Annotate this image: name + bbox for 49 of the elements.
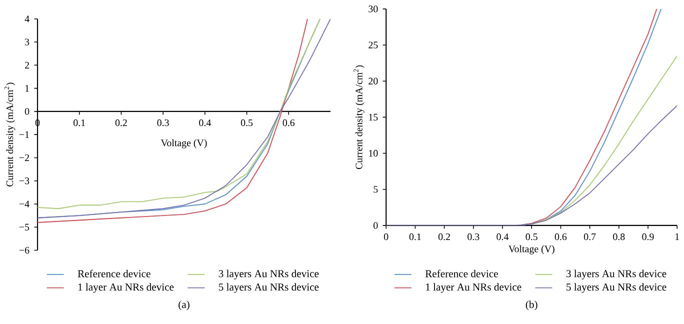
y-tick-label: −1 xyxy=(19,131,29,138)
legend-label: 3 layers Au NRs device xyxy=(218,270,319,280)
x-tick-label: 0.5 xyxy=(240,120,253,126)
y-tick-label: 10 xyxy=(369,150,378,157)
y-tick-label: 30 xyxy=(368,6,378,12)
x-tick-label: 0.2 xyxy=(115,120,127,126)
x-tick-label: 0.9 xyxy=(642,234,654,240)
y-tick-label: 1 xyxy=(25,85,29,92)
x-tick-label: 0 xyxy=(384,234,388,240)
legend-label: 1 layer Au NRs device xyxy=(78,283,174,293)
y-tick-label: 20 xyxy=(368,78,378,85)
x-tick-label: 0.2 xyxy=(438,234,450,240)
x-tick-label: 0.8 xyxy=(613,234,625,240)
y-tick-label: 5 xyxy=(374,186,378,193)
x-tick-label: 0.6 xyxy=(554,234,567,240)
y-tick-label: −3 xyxy=(19,178,30,184)
x-tick-label: 0.1 xyxy=(409,234,421,240)
legend-label: 3 layers Au NRs device xyxy=(566,270,666,280)
legend-label: 5 layers Au NRs device xyxy=(218,283,319,293)
text: (a) xyxy=(178,300,190,310)
y-tick-label: −2 xyxy=(19,154,29,162)
y-tick-label: 3 xyxy=(25,38,30,46)
y-tick-label: 15 xyxy=(369,114,378,121)
y-tick-label: −6 xyxy=(19,247,30,254)
y-axis-title: Current density (mA/cm$^{2}$) xyxy=(354,65,364,170)
legend-label: 5 layers Au NRs device xyxy=(566,283,666,293)
legend-label: Reference device xyxy=(425,270,498,278)
y-tick-label: 25 xyxy=(368,42,378,48)
y-axis-title: Current density (mA/cm$^{2}$) xyxy=(4,82,16,187)
x-tick-label: 0.7 xyxy=(584,234,596,240)
x-tick-label: 0.4 xyxy=(199,120,211,126)
x-tick-label: 0.4 xyxy=(496,234,509,240)
y-tick-label: 4 xyxy=(24,16,30,22)
x-tick-label: 1 xyxy=(675,234,679,240)
y-tick-label: −4 xyxy=(19,200,30,208)
legend-label: 1 layer Au NRs device xyxy=(426,283,522,293)
x-tick-label: 0.3 xyxy=(468,234,480,240)
x-tick-label: 0.6 xyxy=(282,120,295,126)
y-tick-label: 0 xyxy=(24,108,30,115)
y-tick-label: −5 xyxy=(19,224,30,231)
x-axis-title: Voltage (V) xyxy=(508,245,554,254)
y-tick-label: 0 xyxy=(374,222,378,229)
x-axis-title: Voltage (V) xyxy=(160,139,207,148)
x-tick-label: 0.1 xyxy=(74,120,85,126)
x-tick-label: 0.3 xyxy=(157,120,169,126)
y-tick-label: 2 xyxy=(25,62,29,69)
legend-label: Reference device xyxy=(78,270,150,278)
text: (b) xyxy=(526,300,538,310)
x-tick-label: 0.5 xyxy=(526,234,538,240)
